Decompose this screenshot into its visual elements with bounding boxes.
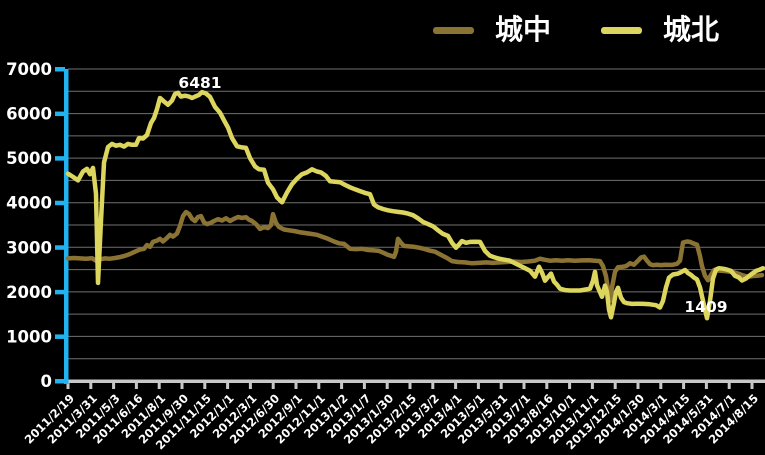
x-axis-tick bbox=[89, 381, 93, 389]
x-axis-tick bbox=[682, 381, 686, 389]
legend-label-chengbei: 城北 bbox=[663, 13, 720, 46]
y-axis-tick bbox=[55, 67, 65, 72]
x-axis-tick bbox=[704, 381, 708, 389]
x-axis-tick bbox=[180, 381, 184, 389]
x-axis-tick bbox=[112, 381, 116, 389]
x-axis-tick bbox=[340, 381, 344, 389]
x-axis-tick bbox=[317, 381, 321, 389]
x-axis-tick bbox=[522, 381, 526, 389]
x-axis-tick bbox=[590, 381, 594, 389]
x-axis-tick bbox=[613, 381, 617, 389]
x-axis-tick bbox=[294, 381, 298, 389]
y-axis-tick bbox=[55, 289, 65, 295]
x-axis-tick bbox=[385, 381, 389, 389]
y-axis-tick bbox=[55, 334, 65, 339]
x-axis-tick bbox=[568, 381, 572, 389]
legend-label-chengzhong: 城中 bbox=[495, 13, 552, 46]
x-axis-tick bbox=[248, 381, 252, 389]
series-line-swatch-chengzhong bbox=[433, 26, 474, 34]
y-axis-tick bbox=[55, 156, 65, 161]
x-axis-tick bbox=[727, 381, 731, 389]
x-axis-tick bbox=[362, 381, 366, 389]
x-axis-tick bbox=[499, 381, 503, 389]
legend-item-chengbei[interactable]: 城北 bbox=[601, 8, 719, 52]
y-axis-tick bbox=[55, 379, 65, 384]
y-axis-tick bbox=[55, 245, 65, 250]
x-axis-tick bbox=[157, 381, 161, 389]
y-axis-tick bbox=[55, 200, 65, 206]
y-axis-tick-label: 7000 bbox=[6, 60, 52, 79]
legend-item-chengzhong[interactable]: 城中 bbox=[433, 8, 551, 52]
x-axis-tick bbox=[431, 381, 435, 389]
x-axis-tick bbox=[66, 381, 70, 389]
x-axis-tick bbox=[476, 381, 480, 389]
y-axis-tick-label: 4000 bbox=[6, 194, 52, 213]
x-axis-tick bbox=[659, 381, 663, 389]
y-axis-tick-label: 1000 bbox=[6, 327, 52, 346]
series-line-chengbei[interactable] bbox=[65, 89, 765, 321]
y-axis-line bbox=[64, 69, 69, 384]
x-axis-tick bbox=[203, 381, 207, 389]
x-axis-tick bbox=[454, 381, 458, 389]
y-axis-tick-label: 5000 bbox=[6, 149, 52, 168]
data-label: 6481 bbox=[178, 74, 221, 92]
series-line-chengzhong[interactable] bbox=[65, 209, 765, 304]
y-axis-tick bbox=[55, 111, 65, 117]
y-axis-tick-label: 6000 bbox=[6, 105, 52, 124]
y-axis-tick-label: 0 bbox=[41, 372, 52, 391]
x-axis-tick bbox=[545, 381, 549, 389]
data-label: 1409 bbox=[684, 298, 727, 316]
x-axis-tick bbox=[750, 381, 754, 389]
x-axis-tick bbox=[134, 381, 138, 389]
y-axis-tick-label: 2000 bbox=[6, 283, 52, 302]
x-axis-tick bbox=[226, 381, 230, 389]
legend: 城中 城北 bbox=[433, 8, 719, 52]
series-line-swatch-chengbei bbox=[601, 26, 643, 34]
x-axis-tick bbox=[636, 381, 640, 389]
x-axis-tick bbox=[271, 381, 275, 389]
x-axis-line bbox=[66, 379, 765, 383]
x-axis-tick bbox=[408, 381, 412, 389]
y-axis-tick-label: 3000 bbox=[6, 238, 52, 257]
